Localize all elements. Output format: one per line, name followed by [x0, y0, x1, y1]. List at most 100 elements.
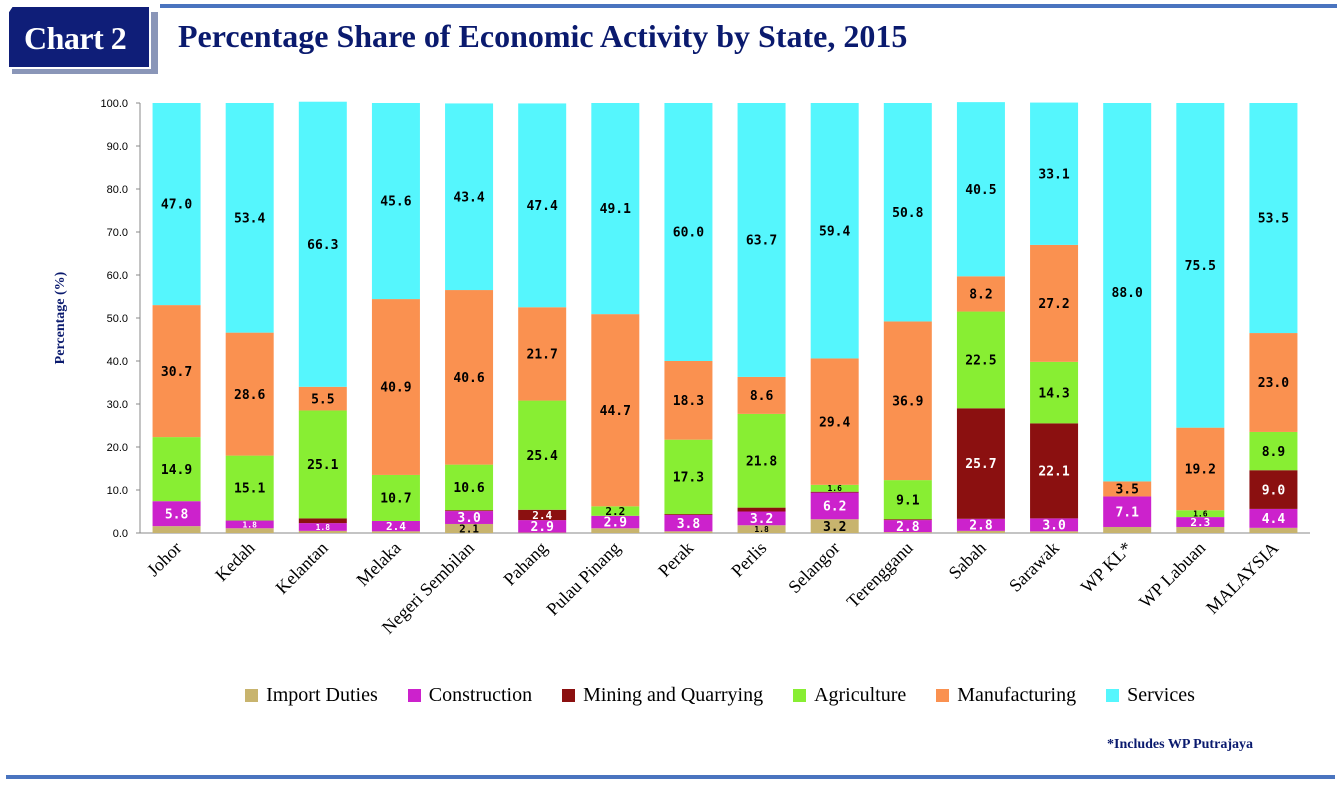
chart-number-badge: Chart 2 — [7, 5, 158, 74]
x-category-label: Kelantan — [272, 538, 332, 598]
x-category-label: Pulau Pinang — [542, 538, 624, 620]
bar-segment-import-duties — [1176, 526, 1225, 533]
bar-segment-agriculture — [518, 400, 567, 510]
bar-segment-services — [956, 102, 1005, 277]
bar-segment-construction — [371, 520, 420, 532]
legend-swatch — [793, 689, 807, 702]
x-category-label: MALAYSIA — [1202, 538, 1282, 618]
bar-segment-import-duties — [298, 530, 347, 533]
bar-segment-agriculture — [298, 410, 347, 519]
legend-label: Services — [1127, 684, 1195, 706]
data-label: 3.0 — [457, 511, 481, 526]
bar-segment-agriculture — [445, 464, 494, 511]
data-label: 23.0 — [1258, 376, 1289, 391]
data-label: 9.1 — [896, 493, 920, 508]
data-label: 1.8 — [316, 523, 331, 532]
legend-label: Agriculture — [814, 684, 907, 706]
y-tick-label: 30.0 — [107, 399, 128, 411]
bar-segment-manufacturing — [664, 361, 713, 440]
bar-segment-construction — [1249, 508, 1298, 528]
y-tick-label: 0.0 — [113, 528, 128, 540]
data-label: 2.1 — [459, 522, 479, 535]
data-label: 29.4 — [819, 415, 850, 430]
data-label: 2.8 — [969, 519, 993, 534]
y-axis-title: Percentage (%) — [53, 271, 68, 364]
legend-swatch — [1106, 689, 1120, 702]
bar-segment-services — [225, 103, 274, 333]
data-label: 1.8 — [754, 525, 769, 534]
bar-segment-agriculture — [591, 506, 640, 516]
bar-segment-import-duties — [883, 532, 932, 533]
y-tick-label: 50.0 — [107, 313, 128, 325]
bar-segment-manufacturing — [737, 376, 786, 414]
x-category-label: Terengganu — [843, 538, 917, 612]
bar-segment-import-duties — [1249, 527, 1298, 533]
stacked-bar-chart: 0.0 10.0 20.0 30.0 40.0 50.0 60.0 70.0 80.0 90.0 1… — [53, 98, 1310, 638]
data-label: 2.8 — [896, 520, 920, 535]
data-label: 15.1 — [234, 482, 265, 497]
legend-label: Import Duties — [266, 684, 378, 706]
y-tick-label: 100.0 — [100, 98, 128, 110]
bar-segment-mining-and-quarrying — [518, 509, 567, 521]
bar-segment-agriculture — [664, 439, 713, 515]
bar-segment-services — [883, 103, 932, 322]
data-label: 18.3 — [673, 394, 704, 409]
x-category-label: Pahang — [499, 538, 551, 590]
top-rule — [160, 4, 1337, 8]
x-category-label: Johor — [143, 538, 185, 580]
bar-segment-agriculture — [1030, 361, 1079, 424]
data-label: 14.3 — [1038, 386, 1069, 401]
bar-segment-manufacturing — [956, 276, 1005, 312]
bar-segment-manufacturing — [883, 321, 932, 481]
data-label: 75.5 — [1185, 259, 1216, 274]
bar-segment-construction — [1030, 518, 1079, 532]
x-category-label: WP Labuan — [1135, 538, 1209, 612]
bar-segment-construction — [737, 511, 786, 526]
bar-segment-construction — [810, 492, 859, 520]
data-label: 4.4 — [1262, 512, 1286, 527]
data-label: 50.8 — [892, 206, 923, 221]
bar-segment-import-duties — [445, 523, 494, 533]
badge-shape-icon — [7, 5, 158, 74]
bar-segment-manufacturing — [152, 305, 201, 438]
y-tick-label: 80.0 — [107, 184, 128, 196]
bar-segment-agriculture — [225, 455, 274, 521]
x-category-label: Selangor — [784, 538, 843, 597]
bar-segment-mining-and-quarrying — [664, 514, 713, 515]
bar-segment-construction — [591, 515, 640, 529]
bar-segment-agriculture — [1249, 431, 1298, 471]
legend-item: Mining and Quarrying — [562, 684, 763, 707]
bar-segment-construction — [1176, 517, 1225, 527]
data-label: 1.6 — [827, 484, 842, 493]
bar-segment-mining-and-quarrying — [298, 518, 347, 524]
bar-segment-mining-and-quarrying — [737, 507, 786, 512]
bar-segment-construction — [664, 514, 713, 532]
bar-segment-import-duties — [225, 528, 274, 533]
bar-segment-agriculture — [152, 437, 201, 502]
bar-segment-agriculture — [371, 474, 420, 521]
bar-segment-manufacturing — [371, 299, 420, 475]
data-label: 3.0 — [1042, 519, 1066, 534]
bar-segment-manufacturing — [1249, 333, 1298, 432]
bar-segment-services — [1249, 103, 1298, 334]
data-label: 33.1 — [1038, 167, 1069, 182]
data-label: 8.9 — [1262, 445, 1285, 460]
x-category-label: Sarawak — [1005, 538, 1063, 596]
bar-segment-manufacturing — [225, 332, 274, 456]
data-label: 66.3 — [307, 238, 338, 253]
legend-item: Services — [1106, 684, 1195, 707]
data-label: 17.3 — [673, 471, 704, 486]
bar-segment-construction — [152, 501, 201, 527]
data-label: 6.2 — [823, 500, 846, 515]
legend-item: Manufacturing — [936, 684, 1076, 707]
data-label: 2.4 — [532, 509, 552, 522]
x-category-label: Perak — [654, 538, 697, 581]
bar-segment-manufacturing — [1176, 427, 1225, 511]
data-label: 30.7 — [161, 365, 192, 380]
x-category-label: WP KL* — [1077, 538, 1136, 597]
bar-segment-import-duties — [810, 519, 859, 533]
data-label: 1.8 — [242, 520, 257, 529]
data-label: 47.4 — [527, 199, 558, 214]
bar-segment-services — [810, 103, 859, 359]
x-category-label: Kedah — [211, 538, 258, 585]
